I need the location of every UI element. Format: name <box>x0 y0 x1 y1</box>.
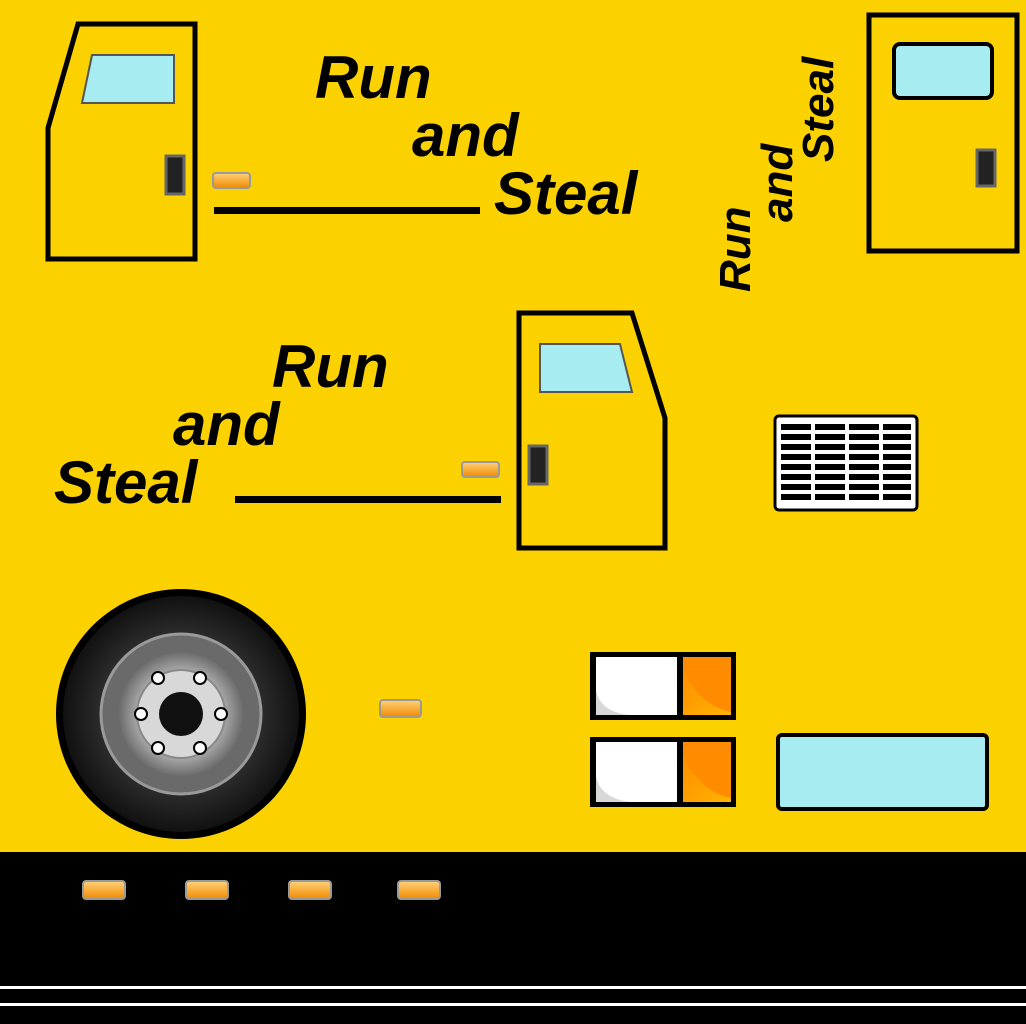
door-handle-icon <box>975 148 997 188</box>
stripe-line <box>214 207 480 214</box>
underbody-panel <box>0 852 1026 1024</box>
headlight-icon <box>596 657 677 715</box>
headlight-cluster-upper <box>590 652 736 720</box>
door-icon <box>45 21 198 262</box>
logo-top-left: Run and Steal <box>315 44 639 227</box>
marker-light-icon <box>82 880 126 900</box>
window-icon <box>539 343 634 393</box>
marker-light-icon <box>288 880 332 900</box>
headlight-icon <box>596 742 677 802</box>
logo-line-steal: Steal <box>794 56 843 162</box>
door-icon <box>516 310 668 551</box>
logo-line-steal: Steal <box>54 449 199 516</box>
trim-stripe <box>0 986 1026 989</box>
trim-stripe <box>0 1003 1026 1006</box>
wheel-icon <box>56 589 306 839</box>
door-icon <box>866 12 1020 254</box>
logo-line-and: and <box>753 143 802 222</box>
vent-grille-icon <box>773 414 919 512</box>
logo-middle: Run and Steal <box>54 333 389 516</box>
logo-line-steal: Steal <box>494 160 639 227</box>
window-icon <box>80 54 175 104</box>
logo-line-and: and <box>412 102 520 169</box>
logo-vertical: Run and Steal <box>711 56 843 292</box>
window-icon <box>776 733 989 811</box>
headlight-cluster-lower <box>590 737 736 807</box>
marker-light-icon <box>461 461 500 478</box>
marker-light-icon <box>185 880 229 900</box>
logo-line-run: Run <box>315 44 432 111</box>
logo-line-and: and <box>173 391 281 458</box>
marker-light-icon <box>379 699 422 718</box>
stripe-line <box>235 496 501 503</box>
door-handle-icon <box>164 154 186 196</box>
window-icon <box>892 42 994 100</box>
door-handle-icon <box>527 444 549 486</box>
marker-light-icon <box>212 172 251 189</box>
logo-line-run: Run <box>711 206 760 292</box>
marker-light-icon <box>397 880 441 900</box>
logo-line-run: Run <box>272 333 389 400</box>
